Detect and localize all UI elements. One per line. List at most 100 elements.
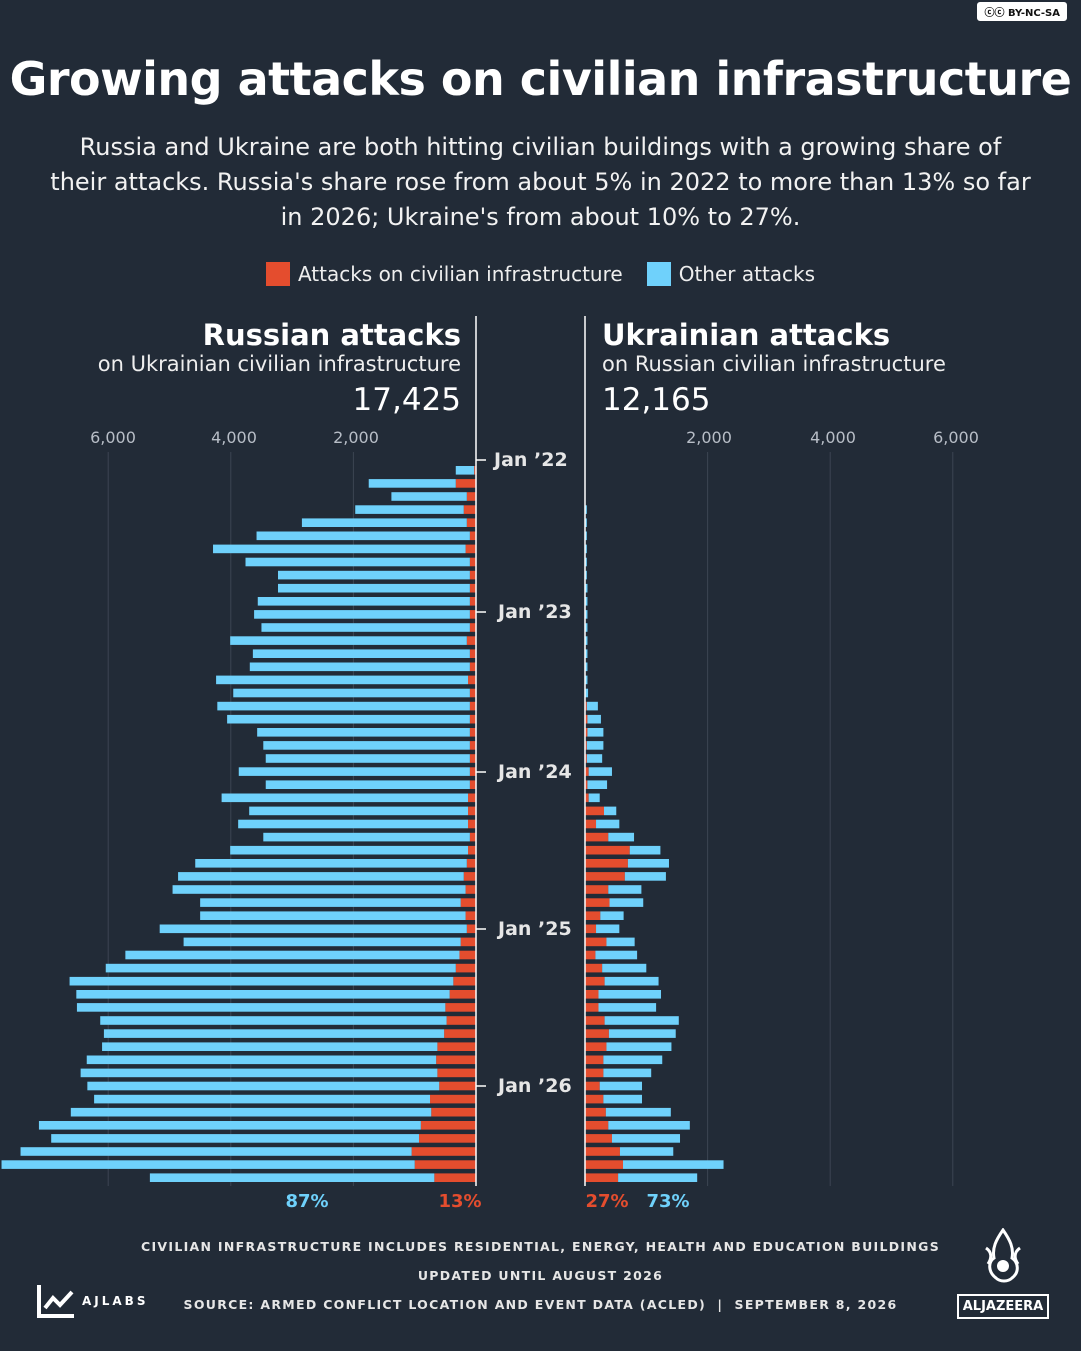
ukraine-other-bar-2024-08	[627, 859, 669, 868]
russia-other-bar-2023-05	[249, 662, 470, 672]
russia-civilian-bar-2023-10	[469, 728, 476, 737]
russia-other-bar-2025-06	[76, 990, 450, 999]
ukraine-civilian-bar-2025-02	[585, 937, 607, 947]
russia-civilian-bar-2024-02	[469, 780, 476, 789]
footer-updated: UPDATED UNTIL AUGUST 2026	[417, 1268, 664, 1283]
ukraine-civilian-bar-2025-04	[585, 963, 603, 973]
russia-civilian-bar-2022-08	[465, 544, 476, 554]
russia-civilian-bar-2022-09	[469, 557, 476, 567]
russia-other-bar-2026-02	[94, 1094, 431, 1104]
russia-other-bar-2025-01	[159, 924, 467, 934]
russia-other-bar-2024-07	[230, 845, 469, 855]
russia-civilian-bar-2025-04	[455, 963, 476, 973]
ukraine-civilian-bar-2025-11	[585, 1055, 604, 1065]
russia-other-bar-2024-10	[172, 885, 466, 894]
ukraine-other-bar-2025-03	[595, 950, 638, 960]
russia-other-pct: 87%	[285, 1191, 329, 1212]
russia-other-bar-2022-12	[257, 597, 470, 606]
russia-other-bar-2024-01	[238, 767, 470, 776]
russia-other-bar-2023-07	[233, 688, 470, 698]
aljazeera-emblem-icon	[985, 1227, 1021, 1283]
ajlabs-logo: AJLABS	[36, 1283, 148, 1319]
aljazeera-logo: ALJAZEERA	[957, 1227, 1049, 1319]
ukraine-tick-2000: 2,000	[686, 428, 732, 447]
ukraine-civilian-bar-2024-09	[585, 872, 625, 881]
russia-other-bar-2024-02	[265, 780, 470, 789]
ukraine-subtitle: on Russian civilian infrastructure	[602, 352, 946, 376]
ukraine-other-bar-2023-05	[585, 662, 588, 672]
russia-civilian-bar-2022-02	[474, 466, 476, 475]
date-label-jan-25: Jan ’25	[498, 918, 572, 940]
legend-item-civilian: Attacks on civilian infrastructure	[265, 262, 623, 286]
ukraine-title: Ukrainian attacks	[602, 318, 891, 352]
russia-civilian-bar-2023-04	[469, 649, 476, 658]
ukraine-civilian-bar-2026-05	[585, 1134, 612, 1143]
ukraine-other-bar-2022-07	[585, 531, 587, 541]
ukraine-civilian-bar-2026-06	[585, 1147, 620, 1156]
ukraine-civilian-bar-2025-01	[585, 924, 597, 934]
russia-civilian-bar-2026-01	[439, 1081, 476, 1091]
ajlabs-text: AJLABS	[82, 1294, 149, 1308]
russia-other-bar-2024-03	[221, 793, 469, 803]
ukraine-civilian-bar-2025-07	[585, 1003, 599, 1012]
ukraine-civilian-bar-2024-12	[585, 911, 601, 920]
russia-header: Russian attacks on Ukrainian civilian in…	[98, 318, 461, 418]
aljazeera-wordmark: ALJAZEERA	[957, 1294, 1049, 1319]
footer-source: SOURCE: ARMED CONFLICT LOCATION AND EVEN…	[183, 1297, 898, 1312]
ukraine-other-bar-2025-10	[606, 1042, 672, 1051]
ukraine-civilian-bar-2025-06	[585, 990, 599, 999]
russia-civilian-bar-2022-04	[466, 492, 476, 501]
page-title: Growing attacks on civilian infrastructu…	[9, 52, 1072, 106]
russia-civilian-bar-2026-05	[418, 1134, 476, 1143]
ukraine-other-bar-2024-07	[629, 845, 661, 855]
ukraine-total: 12,165	[602, 382, 711, 418]
russia-civilian-bar-2024-04	[468, 806, 476, 816]
ukraine-other-bar-2022-08	[585, 544, 587, 554]
russia-civilian-bar-2023-01	[469, 610, 476, 619]
ukraine-civilian-bar-2023-10	[585, 728, 588, 737]
ukraine-civilian-bar-2024-11	[585, 898, 610, 907]
ukraine-civilian-bar-2024-10	[585, 885, 609, 894]
russia-civilian-bar-2022-07	[469, 531, 476, 541]
ukraine-civilian-bar-2023-12	[585, 754, 587, 763]
russia-civilian-bar-2023-11	[469, 741, 476, 750]
russia-other-bar-2025-11	[86, 1055, 437, 1065]
russia-civilian-bar-2026-08	[434, 1173, 476, 1182]
russia-other-bar-2026-04	[38, 1121, 421, 1130]
ukraine-other-bar-2024-02	[587, 780, 608, 789]
russia-civilian-bar-2025-02	[460, 937, 476, 947]
ajlabs-chart-icon	[37, 1285, 74, 1318]
russia-civilian-bar-2024-08	[466, 859, 476, 868]
ukraine-civilian-bar-2026-04	[585, 1121, 609, 1130]
russia-civilian-bar-2024-10	[465, 885, 476, 894]
russia-total: 17,425	[352, 382, 461, 418]
russia-other-bar-2022-09	[245, 557, 470, 567]
ukraine-other-pct: 73%	[646, 1191, 690, 1212]
ukraine-civilian-bar-2024-02	[585, 780, 588, 789]
russia-civilian-bar-2024-09	[463, 872, 476, 881]
ukraine-other-bar-2023-07	[585, 688, 589, 698]
ukraine-other-bar-2026-05	[611, 1134, 681, 1143]
russia-other-bar-2024-12	[200, 911, 466, 920]
russia-other-bar-2022-03	[368, 479, 456, 488]
russia-civilian-bar-2024-12	[465, 911, 476, 920]
ukraine-civilian-bar-2024-03	[585, 793, 589, 803]
ukraine-tick-4000: 4,000	[810, 428, 856, 447]
ukraine-other-bar-2022-06	[585, 518, 587, 527]
russia-other-bar-2023-01	[254, 610, 470, 619]
russia-other-bar-2026-03	[70, 1107, 432, 1117]
cc-icon: ⓒⓒ	[984, 8, 1005, 19]
ukraine-other-bar-2023-01	[585, 610, 588, 619]
russia-civilian-bar-2024-01	[469, 767, 476, 776]
russia-subtitle: on Ukrainian civilian infrastructure	[97, 352, 461, 376]
ukraine-other-bar-2023-03	[585, 636, 588, 645]
russia-other-bar-2025-05	[69, 976, 454, 986]
ukraine-tick-6000: 6,000	[933, 428, 979, 447]
russia-civilian-bar-2023-03	[466, 636, 476, 645]
russia-civilian-bar-2025-10	[437, 1042, 476, 1051]
date-label-jan-26: Jan ’26	[498, 1075, 572, 1097]
legend-item-other: Other attacks	[646, 262, 815, 286]
russia-civilian-bar-2024-05	[468, 819, 476, 829]
ukraine-other-bar-2026-06	[619, 1147, 674, 1156]
russia-other-bar-2023-08	[217, 701, 470, 711]
